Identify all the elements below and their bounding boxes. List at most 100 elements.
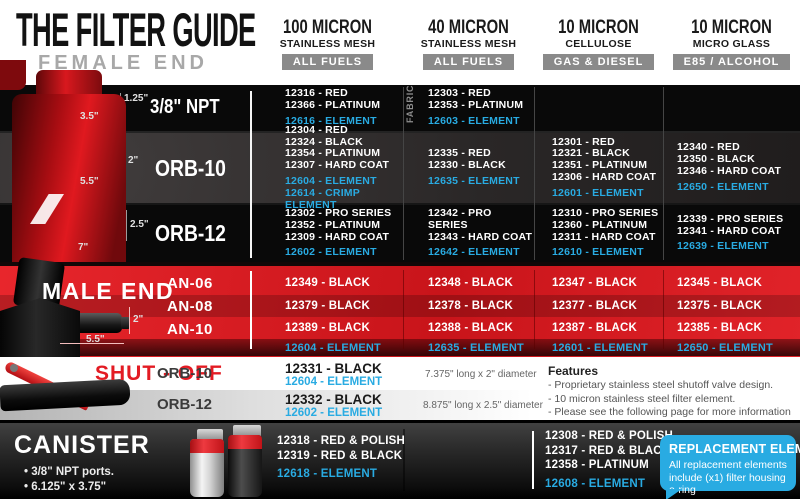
female-end-table: 1.25" 3.5" 3/8" NPT FABRIC 12316 - RED 1…	[0, 85, 800, 262]
features-list: - Proprietary stainless steel shutoff va…	[548, 379, 791, 418]
canister-section: CANISTER • 3/8" NPT ports. • 6.125" x 3.…	[0, 420, 800, 499]
element-part-numbers: 12610 - ELEMENT	[552, 246, 644, 259]
row-label-orb10: ORB-10	[157, 365, 213, 382]
element-part-number: 12604 - ELEMENT	[285, 341, 381, 354]
page-title: THE FILTER GUIDE	[16, 4, 256, 57]
part-numbers: 12308 - RED & POLISH 12317 - RED & BLACK…	[545, 430, 673, 471]
micron-rating: 10 MICRON	[558, 17, 639, 38]
part-numbers: 12335 - RED 12330 - BLACK	[428, 147, 506, 172]
micron-rating: 10 MICRON	[691, 17, 772, 38]
fuel-badge: ALL FUELS	[422, 54, 515, 70]
column-divider	[534, 87, 535, 260]
dim-length: 3.5"	[80, 111, 99, 122]
cell-100-micron: 12302 - PRO SERIES 12352 - PLATINUM 1230…	[252, 205, 403, 262]
row-label: ORB-12	[155, 220, 226, 246]
dim-height: 2"	[128, 155, 139, 166]
cell-10-micron-cellulose: 12301 - RED 12321 - BLACK 12351 - PLATIN…	[534, 133, 663, 203]
element-part-number: 12601 - ELEMENT	[552, 341, 648, 354]
mounting-bracket-photo	[233, 425, 261, 437]
cell-10-micron-cellulose: 12308 - RED & POLISH 12317 - RED & BLACK…	[545, 429, 673, 491]
cell-10-micron-cellulose: 12310 - PRO SERIES 12360 - PLATINUM 1231…	[534, 205, 663, 262]
dim-length: 5.5"	[80, 176, 99, 187]
part-numbers: 12310 - PRO SERIES 12360 - PLATINUM 1231…	[552, 206, 659, 243]
row-label-orb12: ORB-12	[157, 396, 213, 413]
element-part-numbers: 12602 - ELEMENT	[285, 246, 377, 259]
column-divider	[403, 270, 404, 349]
canister-specs: • 3/8" NPT ports. • 6.125" x 3.75"	[24, 466, 114, 493]
part-number: 12385 - BLACK	[677, 322, 763, 334]
media-type: STAINLESS MESH	[279, 38, 376, 50]
fuel-badge: E85 / ALCOHOL	[672, 54, 791, 70]
size-note: 7.375" long x 2" diameter	[425, 369, 537, 380]
row-label: 3/8" NPT	[150, 96, 220, 118]
silver-inline-filter-photo	[44, 216, 126, 241]
part-numbers: 12304 - RED 12324 - BLACK 12354 - PLATIN…	[285, 123, 390, 172]
mounting-bracket-photo	[197, 429, 223, 441]
dim-length: 5.5"	[86, 334, 105, 345]
cell-40-micron: 12335 - RED 12330 - BLACK 12635 - ELEMEN…	[403, 133, 534, 203]
black-inline-filter-photo	[54, 313, 130, 333]
callout-tail	[666, 489, 682, 499]
row-label-an06: AN-06	[167, 275, 213, 292]
part-cell: 12332 - BLACK 12602 - ELEMENT	[285, 393, 382, 420]
part-numbers: 12303 - RED 12353 - PLATINUM	[428, 87, 524, 112]
height-measure-line	[126, 210, 127, 241]
part-numbers: 12340 - RED 12350 - BLACK 12346 - HARD C…	[677, 141, 782, 177]
cell-10-micron-microglass: 12340 - RED 12350 - BLACK 12346 - HARD C…	[663, 133, 800, 203]
fuel-badge: GAS & DIESEL	[542, 54, 655, 70]
row-label: ORB-10	[155, 155, 226, 181]
part-number: 12377 - BLACK	[552, 300, 638, 312]
section-title-canister: CANISTER	[14, 431, 150, 459]
part-number: 12378 - BLACK	[428, 300, 514, 312]
column-divider	[403, 429, 405, 491]
table-row-orb12: 2.5" 7" ORB-12 12302 - PRO SERIES 12352 …	[0, 205, 800, 262]
part-number: 12345 - BLACK	[677, 277, 763, 289]
length-measure-line	[60, 343, 124, 344]
element-part-numbers: 12608 - ELEMENT	[545, 477, 646, 490]
part-numbers: 12342 - PRO SERIES 12343 - HARD COAT	[428, 206, 533, 243]
element-part-number: 12635 - ELEMENT	[428, 341, 524, 354]
row-label-an10: AN-10	[167, 321, 213, 338]
cell-40-micron: 12303 - RED 12353 - PLATINUM 12603 - ELE…	[403, 85, 534, 131]
table-row-orb10: 2" 5.5" ORB-10 12304 - RED 12324 - BLACK…	[0, 124, 800, 211]
table-row-elements: 12604 - ELEMENT 12635 - ELEMENT 12601 - …	[0, 339, 800, 356]
element-part-number: 12602 - ELEMENT	[285, 407, 383, 419]
features-block: Features - Proprietary stainless steel s…	[548, 364, 791, 420]
element-part-numbers: 12601 - ELEMENT	[552, 186, 644, 199]
part-number-cells: 12316 - RED 12366 - PLATINUM 12616 - ELE…	[252, 85, 800, 131]
part-numbers: 12339 - PRO SERIES 12341 - HARD COAT	[677, 212, 784, 237]
part-number: 12379 - BLACK	[285, 300, 371, 312]
black-inline-filter-photo	[49, 154, 125, 175]
part-cell: 12331 - BLACK 12604 - ELEMENT	[285, 362, 382, 389]
element-part-number: 12650 - ELEMENT	[677, 341, 773, 354]
cell-100-micron: 12318 - RED & POLISH 12319 - RED & BLACK…	[277, 434, 405, 481]
part-number: 12348 - BLACK	[428, 277, 514, 289]
row-label-an08: AN-08	[167, 298, 213, 315]
column-divider	[663, 87, 664, 260]
element-part-numbers: 12604 - ELEMENT 12614 - CRIMP ELEMENT	[285, 174, 377, 211]
part-numbers: 12301 - RED 12321 - BLACK 12351 - PLATIN…	[552, 135, 657, 183]
element-part-numbers: 12642 - ELEMENT	[428, 246, 520, 259]
section-label-female-end: FEMALE END	[38, 52, 208, 74]
micron-rating: 100 MICRON	[283, 17, 372, 38]
column-divider	[663, 270, 664, 349]
part-number: 12387 - BLACK	[552, 322, 638, 334]
part-number-cells: 12304 - RED 12324 - BLACK 12354 - PLATIN…	[252, 124, 800, 211]
part-number: 12349 - BLACK	[285, 277, 371, 289]
height-measure-line	[124, 147, 125, 175]
column-header-10-micron-cellulose: 10 MICRON CELLULOSE GAS & DIESEL	[534, 17, 663, 70]
dim-height: 1.25"	[124, 93, 149, 104]
cell-40-micron: 12342 - PRO SERIES 12343 - HARD COAT 126…	[403, 205, 534, 262]
cell-100-micron: 12304 - RED 12324 - BLACK 12354 - PLATIN…	[252, 124, 403, 211]
element-part-numbers: 12616 - ELEMENT	[285, 114, 377, 127]
element-part-numbers: 12639 - ELEMENT	[677, 240, 769, 253]
part-number-cells: 12302 - PRO SERIES 12352 - PLATINUM 1230…	[252, 205, 800, 262]
fuel-badge: ALL FUELS	[281, 54, 374, 70]
cell-10-micron-microglass	[663, 85, 800, 131]
table-row-an08: 12379 - BLACK 12378 - BLACK 12377 - BLAC…	[0, 295, 800, 317]
element-part-numbers: 12650 - ELEMENT	[677, 180, 769, 193]
silver-canister-filter-photo	[190, 439, 224, 497]
element-part-numbers: 12618 - ELEMENT	[277, 468, 378, 480]
part-number: 12331 - BLACK	[285, 361, 382, 376]
